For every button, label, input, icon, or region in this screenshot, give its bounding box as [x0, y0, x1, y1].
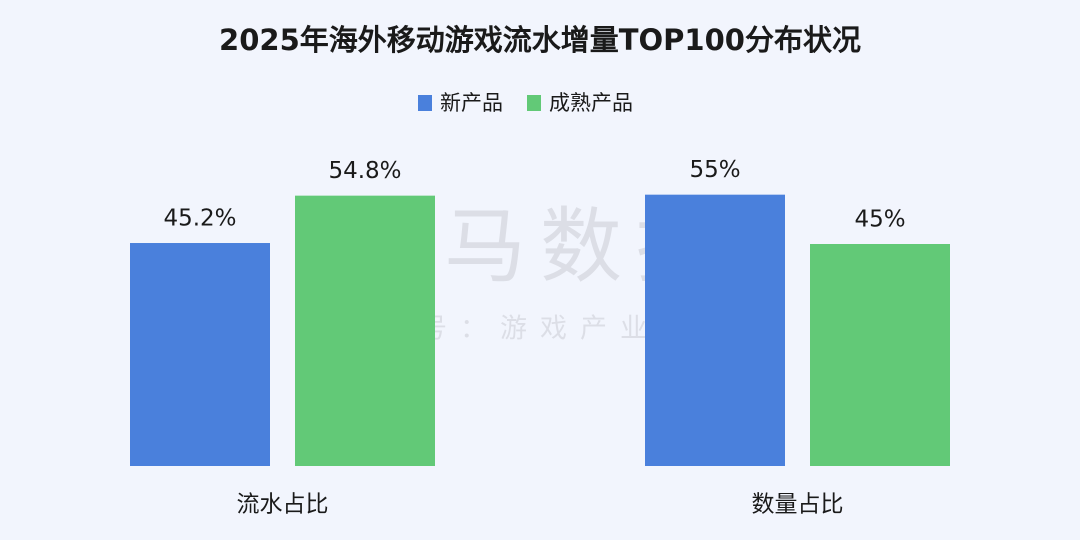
legend-swatch: [418, 95, 432, 111]
value-label: 45%: [854, 207, 905, 233]
legend-label: 成熟产品: [549, 91, 633, 115]
value-label: 54.8%: [328, 158, 401, 184]
bar: [810, 244, 950, 466]
bar: [130, 243, 270, 466]
bar: [295, 195, 435, 467]
legend-swatch: [527, 95, 541, 111]
x-tick-label: 流水占比: [237, 492, 329, 518]
value-label: 55%: [689, 157, 740, 183]
legend-label: 新产品: [440, 91, 503, 115]
value-label: 45.2%: [163, 206, 236, 232]
bar: [645, 194, 785, 466]
chart-title: 2025年海外移动游戏流水增量TOP100分布状况: [219, 23, 861, 57]
x-tick-label: 数量占比: [752, 492, 844, 518]
